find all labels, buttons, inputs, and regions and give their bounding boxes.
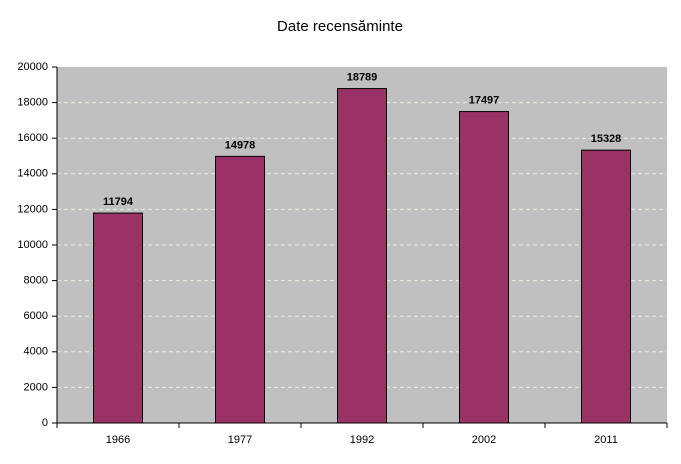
y-tick-label: 4000: [24, 346, 48, 358]
y-tick-label: 8000: [24, 275, 48, 287]
x-tick-label: 2002: [472, 434, 496, 446]
chart-title: Date recensăminte: [277, 18, 403, 35]
x-tick-label: 1966: [106, 434, 130, 446]
bar: [215, 155, 265, 424]
y-tick-label: 16000: [17, 132, 48, 144]
x-tick-label: 1977: [228, 434, 252, 446]
bar: [581, 149, 631, 424]
value-label: 18789: [347, 71, 378, 83]
x-tick-label: 1992: [350, 434, 374, 446]
value-label: 11794: [103, 196, 134, 208]
y-tick-label: 10000: [17, 239, 48, 251]
value-label: 17497: [469, 94, 500, 106]
y-tick-label: 12000: [17, 203, 48, 215]
bar: [459, 111, 509, 424]
value-label: 15328: [591, 133, 622, 145]
y-tick-label: 18000: [17, 97, 48, 109]
y-tick-label: 0: [42, 417, 48, 429]
value-label: 14978: [225, 139, 256, 151]
bar: [337, 88, 387, 424]
y-tick-label: 14000: [17, 168, 48, 180]
y-tick-label: 2000: [24, 381, 48, 393]
y-tick-label: 20000: [17, 61, 48, 73]
y-tick-label: 6000: [24, 310, 48, 322]
x-tick-label: 2011: [594, 434, 618, 446]
bar: [93, 212, 143, 424]
